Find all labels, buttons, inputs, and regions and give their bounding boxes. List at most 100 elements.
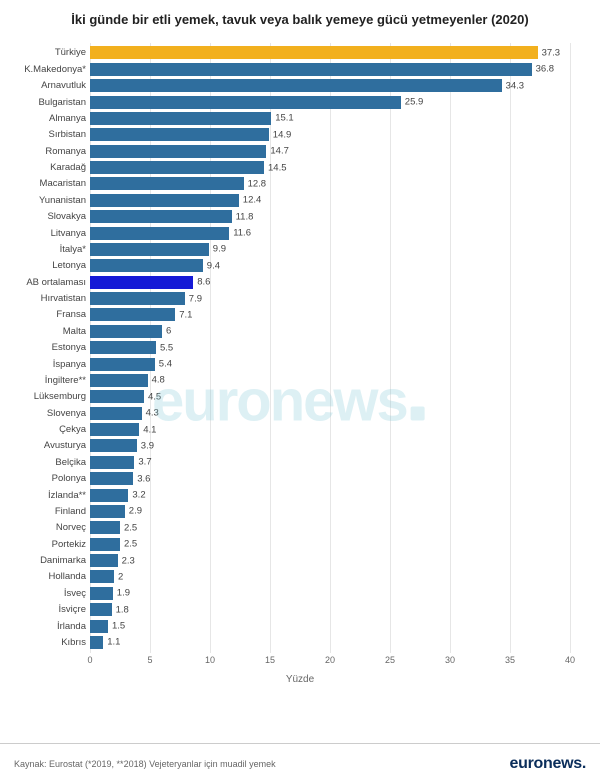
bar-row: Norveç2.5 [90, 520, 570, 536]
category-label: Hollanda [10, 571, 86, 582]
chart-container: İki günde bir etli yemek, tavuk veya bal… [0, 0, 600, 783]
category-label: Slovakya [10, 211, 86, 222]
bar: 2.3 [90, 554, 118, 567]
bar: 2.5 [90, 538, 120, 551]
bar: 11.8 [90, 210, 232, 223]
value-label: 3.2 [132, 490, 145, 501]
bar: 36.8 [90, 63, 532, 76]
bar-row: Bulgaristan25.9 [90, 94, 570, 110]
bar: 7.9 [90, 292, 185, 305]
value-label: 9.4 [207, 260, 220, 271]
bar: 3.9 [90, 439, 137, 452]
category-label: Lüksemburg [10, 391, 86, 402]
value-label: 4.3 [146, 408, 159, 419]
brand-text: euronews [510, 755, 582, 772]
value-label: 11.8 [236, 211, 254, 222]
category-label: İngiltere** [10, 375, 86, 386]
category-label: Hırvatistan [10, 293, 86, 304]
bar-row: Danimarka2.3 [90, 553, 570, 569]
bar: 2.5 [90, 521, 120, 534]
bar-row: Belçika3.7 [90, 454, 570, 470]
category-label: Polonya [10, 473, 86, 484]
category-label: Arnavutluk [10, 80, 86, 91]
value-label: 36.8 [536, 64, 555, 75]
bar: 4.8 [90, 374, 148, 387]
value-label: 4.8 [152, 375, 165, 386]
value-label: 11.6 [233, 228, 251, 239]
value-label: 15.1 [275, 113, 294, 124]
bar: 11.6 [90, 227, 229, 240]
bar-row: İspanya5.4 [90, 356, 570, 372]
category-label: Bulgaristan [10, 97, 86, 108]
category-label: Finland [10, 506, 86, 517]
bar: 1.8 [90, 603, 112, 616]
bar-row: Arnavutluk34.3 [90, 78, 570, 94]
chart-title: İki günde bir etli yemek, tavuk veya bal… [10, 12, 590, 29]
value-label: 3.7 [138, 457, 151, 468]
value-label: 2 [118, 571, 123, 582]
category-label: Litvanya [10, 228, 86, 239]
bar-row: Hırvatistan7.9 [90, 291, 570, 307]
x-tick-label: 40 [565, 655, 575, 665]
bar: 9.4 [90, 259, 203, 272]
bar: 6 [90, 325, 162, 338]
x-tick-label: 5 [147, 655, 152, 665]
bar: 3.2 [90, 489, 128, 502]
bar-row: İngiltere**4.8 [90, 372, 570, 388]
category-label: Romanya [10, 146, 86, 157]
bar-row: Lüksemburg4.5 [90, 389, 570, 405]
bar: 3.6 [90, 472, 133, 485]
bar-row: Hollanda2 [90, 569, 570, 585]
category-label: İzlanda** [10, 490, 86, 501]
bar-row: Macaristan12.8 [90, 176, 570, 192]
chart-area: Türkiye37.3K.Makedonya*36.8Arnavutluk34.… [10, 43, 590, 683]
category-label: Letonya [10, 260, 86, 271]
bar: 25.9 [90, 96, 401, 109]
bar: 14.9 [90, 128, 269, 141]
value-label: 9.9 [213, 244, 226, 255]
category-label: Malta [10, 326, 86, 337]
category-label: Macaristan [10, 178, 86, 189]
bar: 12.8 [90, 177, 244, 190]
value-label: 3.6 [137, 473, 150, 484]
category-label: İsveç [10, 588, 86, 599]
value-label: 2.3 [122, 555, 135, 566]
x-axis: 0510152025303540 [90, 655, 570, 671]
bar-row: İtalya*9.9 [90, 241, 570, 257]
bar-row: Sırbistan14.9 [90, 127, 570, 143]
bar-row: Fransa7.1 [90, 307, 570, 323]
value-label: 1.5 [112, 621, 125, 632]
bar-row: Letonya9.4 [90, 258, 570, 274]
bar: 3.7 [90, 456, 134, 469]
category-label: Slovenya [10, 408, 86, 419]
category-label: Estonya [10, 342, 86, 353]
bar: 5.4 [90, 358, 155, 371]
bar: 1.9 [90, 587, 113, 600]
value-label: 6 [166, 326, 171, 337]
x-tick-label: 35 [505, 655, 515, 665]
x-tick-label: 20 [325, 655, 335, 665]
value-label: 1.9 [117, 588, 130, 599]
x-tick-label: 10 [205, 655, 215, 665]
bar-row: Litvanya11.6 [90, 225, 570, 241]
value-label: 7.1 [179, 309, 192, 320]
bar-row: Yunanistan12.4 [90, 192, 570, 208]
value-label: 2.5 [124, 522, 137, 533]
brand-logo: euronews. [510, 755, 586, 773]
bar: 15.1 [90, 112, 271, 125]
bar: 14.7 [90, 145, 266, 158]
category-label: İtalya* [10, 244, 86, 255]
category-label: Türkiye [10, 47, 86, 58]
value-label: 7.9 [189, 293, 202, 304]
value-label: 4.5 [148, 391, 161, 402]
bar: 1.5 [90, 620, 108, 633]
value-label: 12.8 [248, 178, 267, 189]
category-label: İsviçre [10, 604, 86, 615]
bar: 2.9 [90, 505, 125, 518]
category-label: Çekya [10, 424, 86, 435]
bar-row: Romanya14.7 [90, 143, 570, 159]
bar-row: İsveç1.9 [90, 585, 570, 601]
category-label: AB ortalaması [10, 277, 86, 288]
x-tick-label: 0 [87, 655, 92, 665]
value-label: 5.4 [159, 359, 172, 370]
